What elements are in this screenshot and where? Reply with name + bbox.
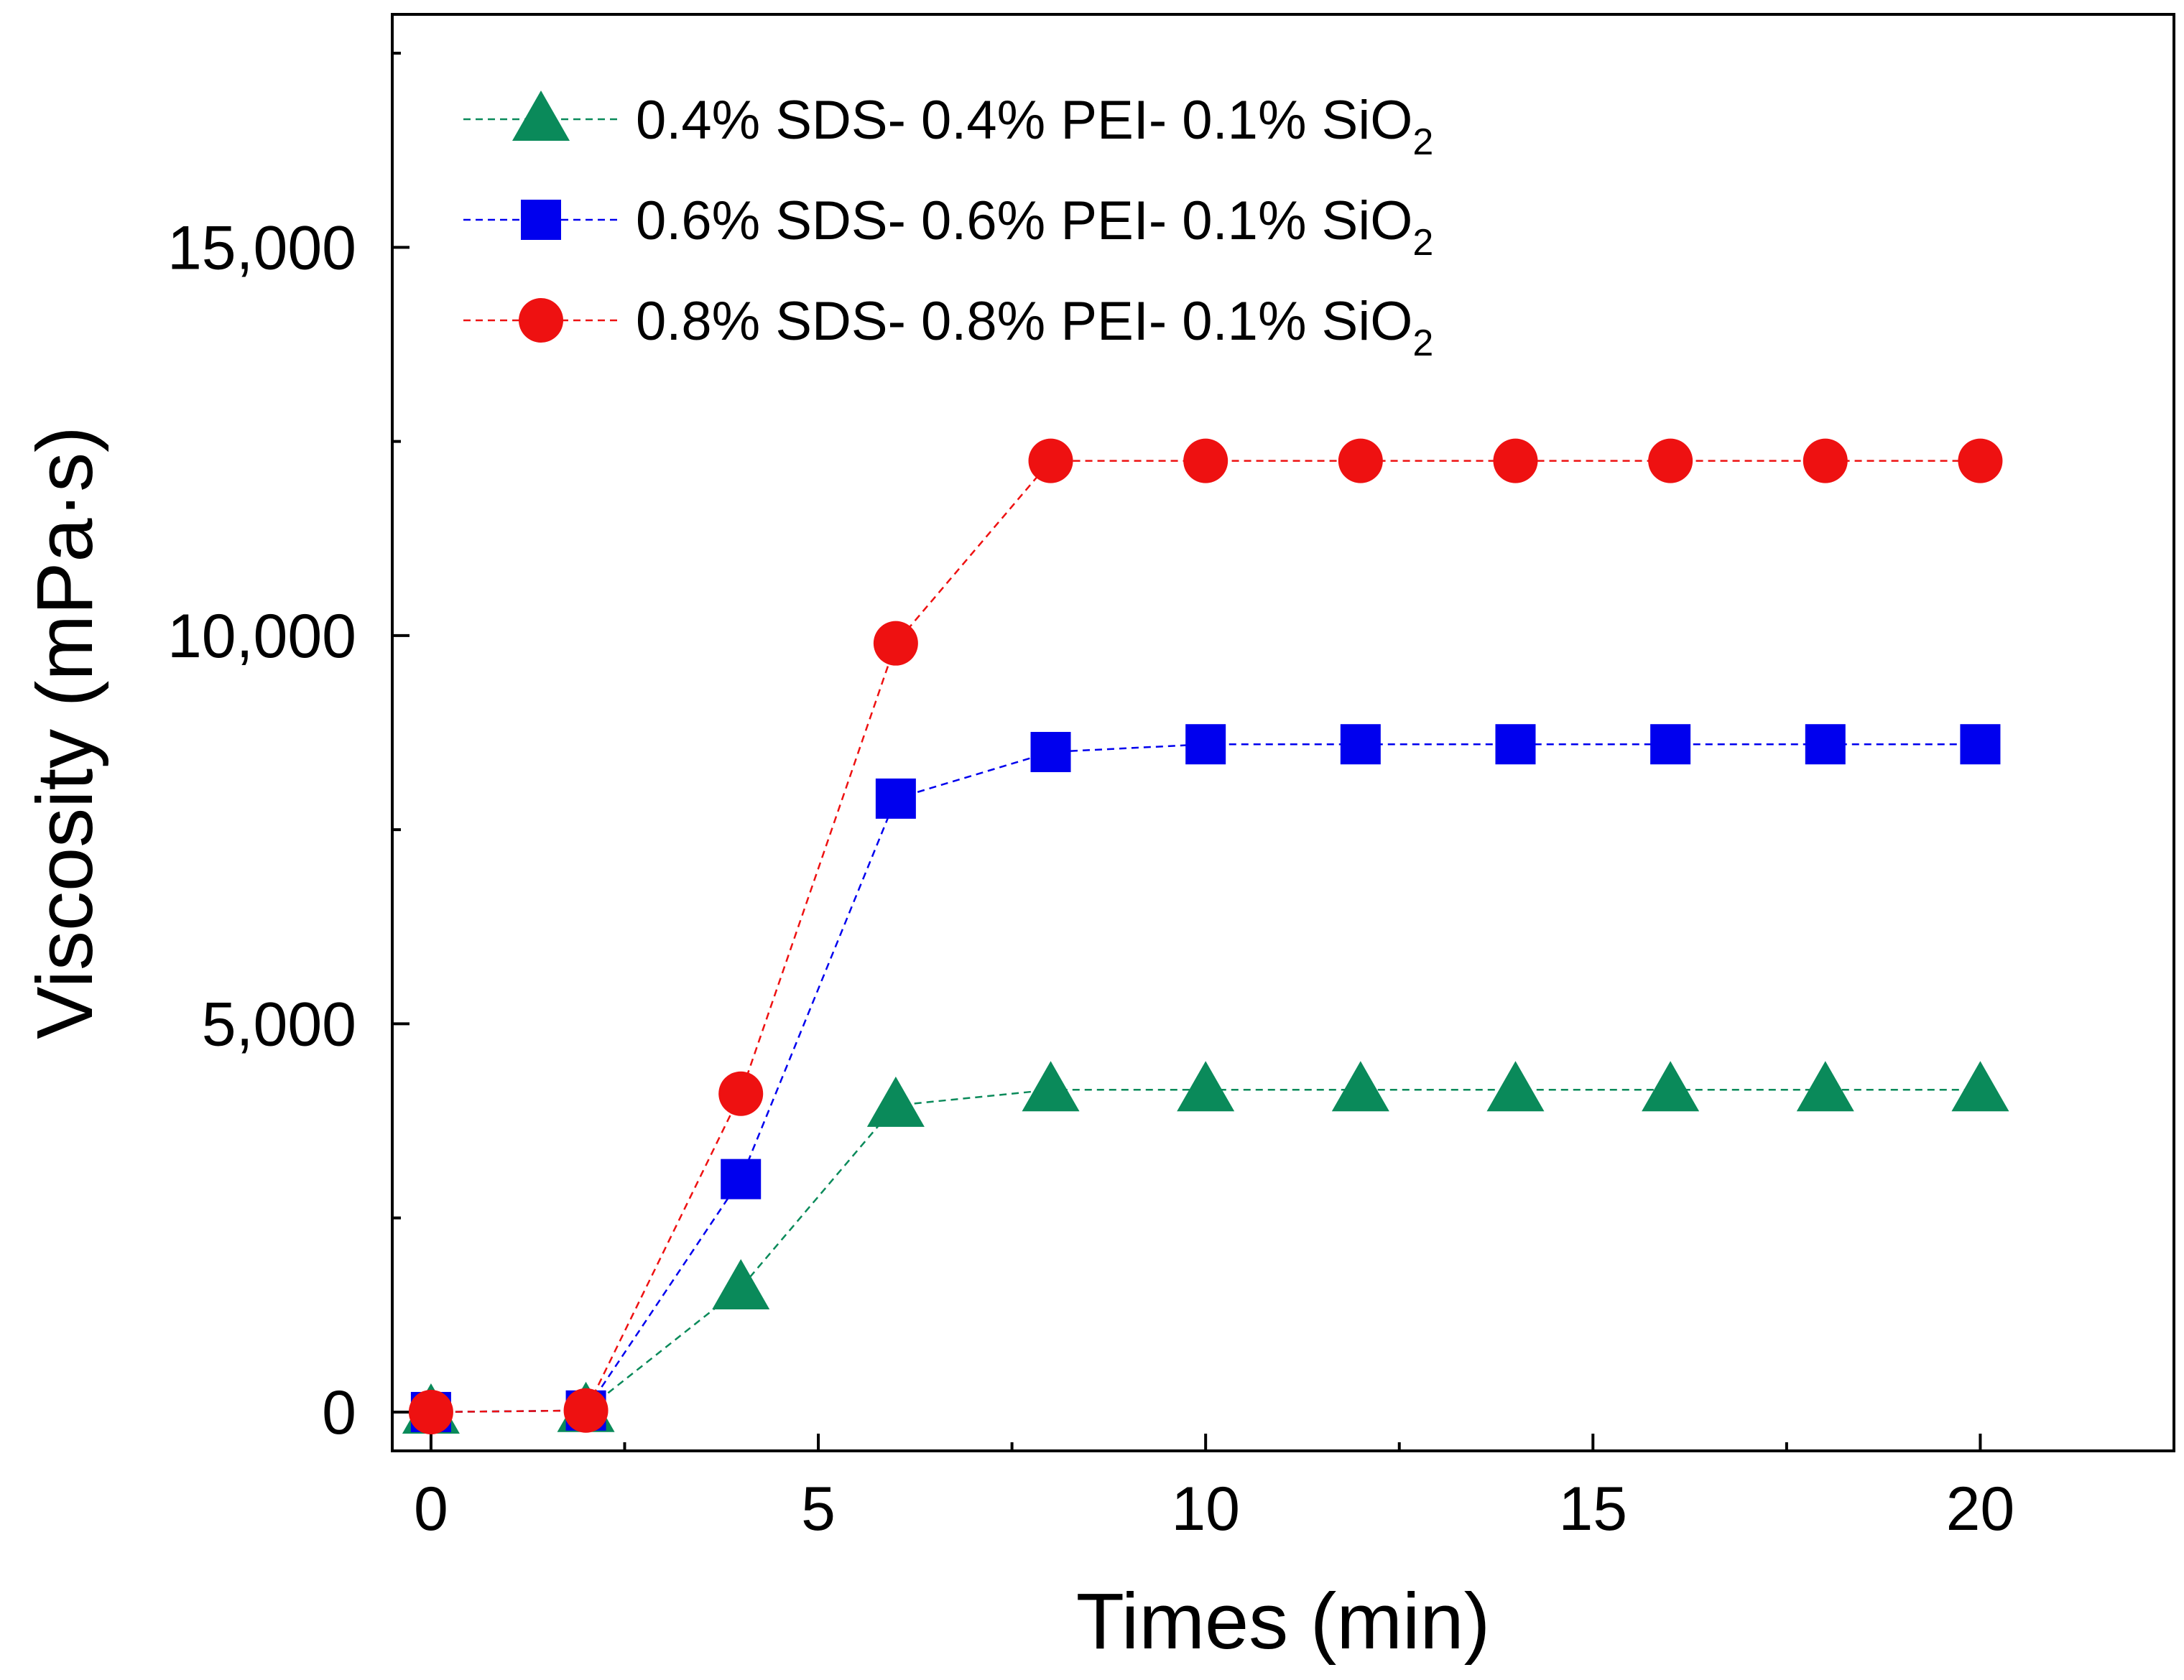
data-point [1648,438,1693,483]
data-point [408,1389,453,1434]
data-point [1340,724,1381,765]
data-point [1803,438,1848,483]
data-point [1331,1061,1389,1112]
legend-label-subscript: 2 [1412,121,1433,163]
data-point [1495,724,1536,765]
data-point [866,1076,925,1127]
data-point [712,1258,770,1309]
y-tick-label: 10,000 [167,602,356,671]
data-point [1960,724,2001,765]
data-point [1650,724,1691,765]
legend-marker [512,91,570,141]
series-line [430,1089,1981,1414]
data-point [1030,732,1071,773]
legend-entry: 0.4% SDS- 0.4% PEI- 0.1% SiO2 [463,90,1433,163]
legend-label-subscript: 2 [1412,222,1433,264]
legend-label: 0.6% SDS- 0.6% PEI- 0.1% SiO2 [636,190,1433,264]
plot-area [391,13,2175,1452]
data-point [1486,1061,1545,1112]
data-point [1185,724,1226,765]
x-tick-label: 0 [414,1475,448,1544]
legend-marker [521,200,561,240]
legend-label-main: 0.8% SDS- 0.8% PEI- 0.1% SiO [636,291,1412,352]
x-tick-label: 5 [801,1475,836,1544]
data-point [873,621,918,666]
legend-entry: 0.6% SDS- 0.6% PEI- 0.1% SiO2 [463,190,1433,264]
data-point [1028,438,1073,483]
series-circle [408,438,2003,1434]
data-point [1493,438,1538,483]
data-point [1183,438,1228,483]
data-point [1642,1061,1700,1112]
data-point [875,778,916,819]
legend-label-subscript: 2 [1412,322,1433,364]
x-tick-label: 10 [1171,1475,1240,1544]
data-point [563,1388,609,1433]
y-tick-label: 5,000 [202,990,356,1059]
legend-label: 0.8% SDS- 0.8% PEI- 0.1% SiO2 [636,291,1433,364]
legend-label-main: 0.6% SDS- 0.6% PEI- 0.1% SiO [636,190,1412,251]
y-tick-label: 15,000 [167,213,356,282]
legend-label: 0.4% SDS- 0.4% PEI- 0.1% SiO2 [636,90,1433,163]
y-axis-title: Viscosity (mPa·s) [21,426,109,1039]
legend-marker [519,298,563,343]
legend-label-main: 0.4% SDS- 0.4% PEI- 0.1% SiO [636,90,1412,151]
series-line [430,460,1981,1414]
data-point [1805,724,1846,765]
data-point [1951,1061,2009,1112]
series-layer [402,438,2009,1434]
legend-entry: 0.8% SDS- 0.8% PEI- 0.1% SiO2 [463,291,1433,364]
axis-ticks [392,52,2175,1451]
data-point [1177,1061,1235,1112]
series-triangle [402,1061,2009,1434]
x-tick-label: 15 [1558,1475,1627,1544]
data-point [718,1071,764,1116]
y-tick-label: 0 [322,1378,356,1447]
data-point [721,1159,762,1199]
tick-labels: 0 5 10 15 20 0 5,000 10,000 15,000 [167,213,2014,1544]
plot-frame [391,13,2175,1452]
data-point [1338,438,1383,483]
data-point [1958,438,2003,483]
x-axis-title: Times (min) [1076,1577,1490,1666]
x-tick-label: 20 [1946,1475,2015,1544]
data-point [1796,1061,1854,1112]
data-point [1022,1061,1080,1112]
